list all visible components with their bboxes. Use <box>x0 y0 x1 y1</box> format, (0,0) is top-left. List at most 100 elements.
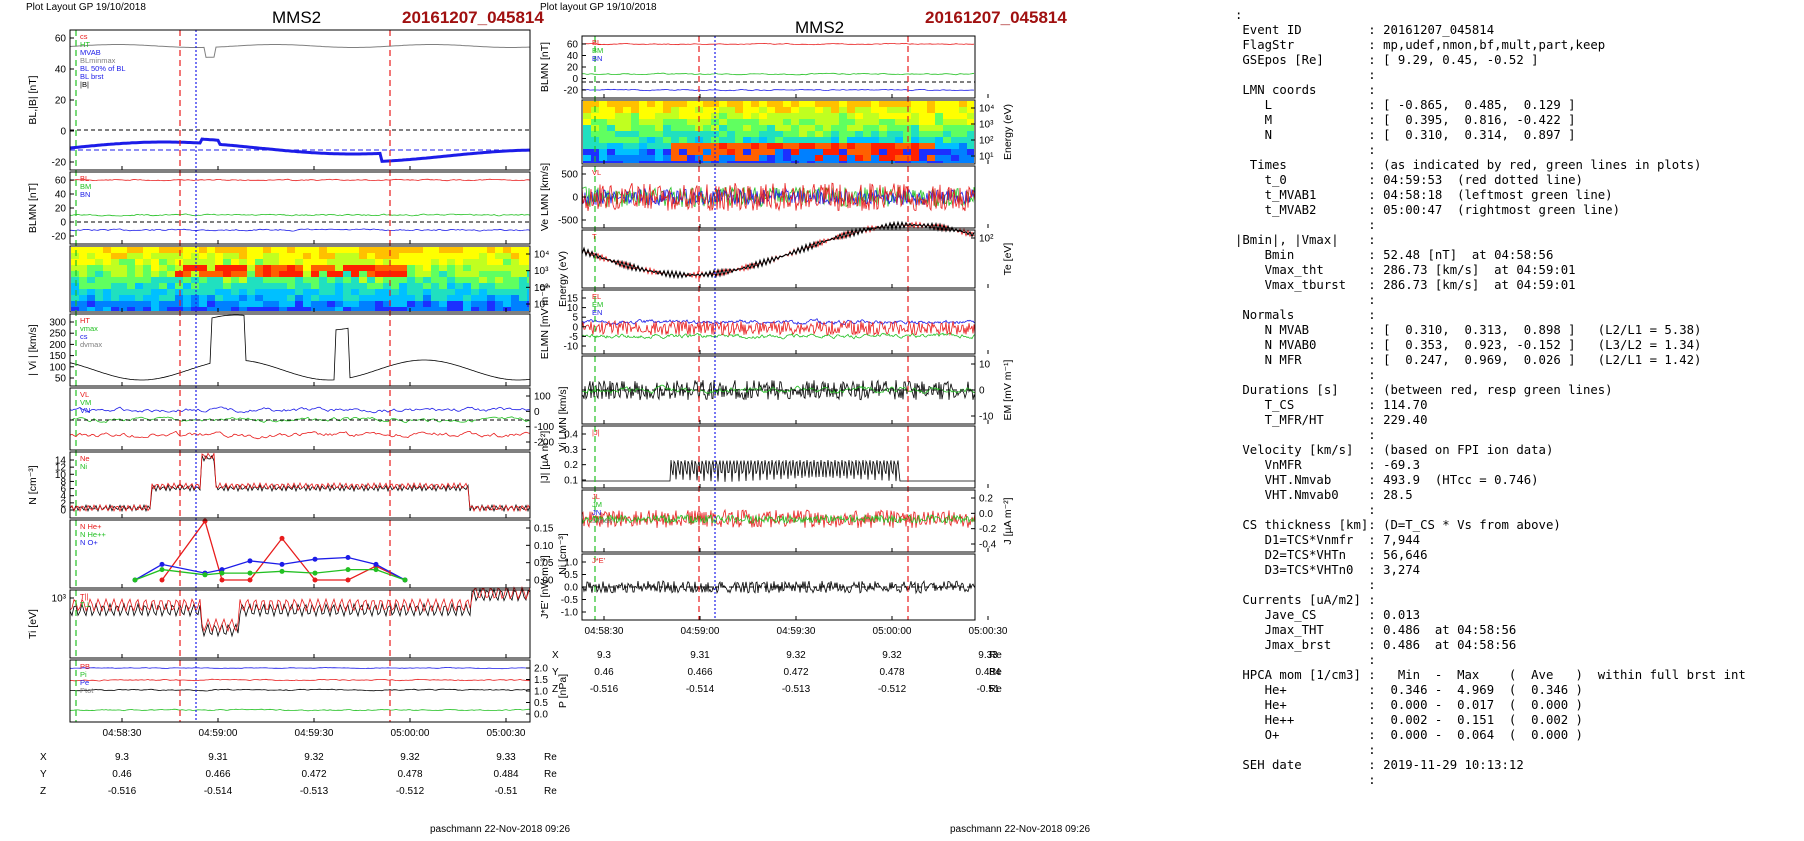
spectrogram-cell <box>95 307 103 311</box>
spectrogram-cell <box>855 107 863 113</box>
spectrogram-cell <box>223 307 231 311</box>
spectrogram-cell <box>151 295 159 301</box>
spectrogram-cell <box>735 149 743 155</box>
spectrogram-cell <box>679 131 687 137</box>
spectrogram-cell <box>319 289 327 295</box>
spectrogram-cell <box>431 271 439 277</box>
spectrogram-cell <box>191 247 199 253</box>
spectrogram-cell <box>447 277 455 283</box>
spectrogram-cell <box>671 125 679 131</box>
spectrogram-cell <box>119 283 127 289</box>
spectrogram-cell <box>903 131 911 137</box>
spectrogram-cell <box>663 131 671 137</box>
spectrogram-cell <box>815 101 823 107</box>
spectrogram-cell <box>599 143 607 149</box>
spectrogram-cell <box>743 107 751 113</box>
y-tick-label: 40 <box>55 190 67 201</box>
spectrogram-cell <box>407 289 415 295</box>
spectrogram-cell <box>743 101 751 107</box>
spectrogram-cell <box>919 137 927 143</box>
spectrogram-cell <box>87 265 95 271</box>
spectrogram-cell <box>471 259 479 265</box>
x-tick-label: 04:59:30 <box>295 728 334 739</box>
spectrogram-cell <box>727 107 735 113</box>
spectrogram-cell <box>655 113 663 119</box>
spectrogram-cell <box>479 277 487 283</box>
y-tick-label: 0 <box>979 386 985 397</box>
spectrogram-cell <box>759 161 767 163</box>
spectrogram-cell <box>271 277 279 283</box>
spectrogram-cell <box>903 107 911 113</box>
spectrogram-cell <box>215 289 223 295</box>
hpca-point <box>203 519 208 524</box>
spectrogram-cell <box>863 107 871 113</box>
y-tick-label: 10⁴ <box>979 104 994 115</box>
spectrogram-cell <box>783 155 791 161</box>
spectrogram-cell <box>519 295 527 301</box>
spectrogram-cell <box>263 289 271 295</box>
spectrogram-cell <box>455 271 463 277</box>
spectrogram-cell <box>87 295 95 301</box>
spectrogram-cell <box>127 295 135 301</box>
spectrogram-cell <box>663 137 671 143</box>
spectrogram-cell <box>247 247 255 253</box>
spectrogram-cell <box>807 107 815 113</box>
spectrogram-cell <box>159 283 167 289</box>
y-tick-label: 0.1 <box>564 476 578 487</box>
spectrogram-cell <box>423 259 431 265</box>
spectrogram-cell <box>71 247 79 253</box>
spectrogram-cell <box>455 289 463 295</box>
spectrogram-cell <box>423 307 431 311</box>
spectrogram-cell <box>391 283 399 289</box>
vn-line <box>70 431 530 438</box>
spectrogram-cell <box>71 307 79 311</box>
te-black-line <box>582 222 974 277</box>
spectrogram-cell <box>879 143 887 149</box>
spectrogram-cell <box>943 137 951 143</box>
legend-entry: Ni <box>80 462 87 471</box>
spectrogram-cell <box>583 137 591 143</box>
spectrogram-cell <box>103 277 111 283</box>
spectrogram-cell <box>895 143 903 149</box>
spectrogram-cell <box>503 265 511 271</box>
spectrogram-cell <box>847 119 855 125</box>
spectrogram-cell <box>687 155 695 161</box>
spectrogram-cell <box>79 265 87 271</box>
spectrogram-cell <box>623 119 631 125</box>
spectrogram-cell <box>399 301 407 307</box>
spectrogram-cell <box>639 101 647 107</box>
spectrogram-cell <box>703 149 711 155</box>
spectrogram-cell <box>879 101 887 107</box>
spectrogram-cell <box>391 271 399 277</box>
spectrogram-cell <box>703 131 711 137</box>
summary-line: HPCA mom [1/cm3] : Min - Max ( Ave ) wit… <box>1235 668 1746 683</box>
spectrogram-cell <box>207 307 215 311</box>
spectrogram-cell <box>719 101 727 107</box>
spectrogram-cell <box>183 271 191 277</box>
spectrogram-cell <box>663 119 671 125</box>
legend-entry: BN <box>592 54 602 63</box>
spectrogram-cell <box>279 289 287 295</box>
pos-value: 9.32 <box>882 650 902 661</box>
spectrogram-cell <box>863 137 871 143</box>
spectrogram-cell <box>655 131 663 137</box>
spectrogram-cell <box>511 301 519 307</box>
spectrogram-cell <box>199 253 207 259</box>
spectrogram-cell <box>759 119 767 125</box>
spectrogram-cell <box>95 259 103 265</box>
pos-row-label: X <box>40 752 47 763</box>
spectrogram-cell <box>607 113 615 119</box>
spectrogram-cell <box>175 253 183 259</box>
spectrogram-cell <box>919 149 927 155</box>
spectrogram-cell <box>903 101 911 107</box>
spectrogram-cell <box>775 101 783 107</box>
spectrogram-cell <box>111 307 119 311</box>
summary-line: N MVAB : [ 0.310, 0.313, 0.898 ] (L2/L1 … <box>1235 323 1701 338</box>
spectrogram-cell <box>223 289 231 295</box>
spectrogram-cell <box>191 271 199 277</box>
spectrogram-cell <box>367 307 375 311</box>
hpca-point <box>374 567 379 572</box>
spectrogram-cell <box>359 259 367 265</box>
summary-line: |Bmin|, |Vmax| : <box>1235 233 1376 248</box>
spectrogram-cell <box>439 307 447 311</box>
